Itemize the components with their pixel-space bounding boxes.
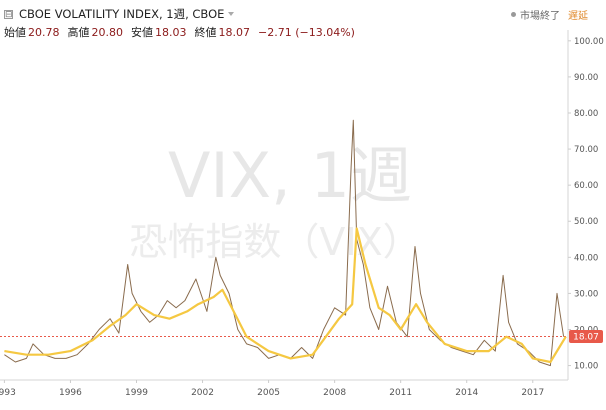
y-tick-label: 30.00 (574, 289, 598, 299)
last-value-badge: 18.07 (569, 329, 603, 343)
x-tick-label: 2005 (257, 388, 280, 398)
y-tick-label: 50.00 (574, 217, 598, 227)
x-tick-label: 2011 (389, 388, 412, 398)
x-tick-label: 2017 (521, 388, 544, 398)
watermark-symbol: VIX, 1週 (168, 139, 412, 212)
legend-title-row: ⊟ CBOE VOLATILITY INDEX, 1週, CBOE (4, 6, 235, 22)
x-tick-label: 1996 (59, 388, 82, 398)
x-tick-label: 2002 (191, 388, 214, 398)
series-line-0 (4, 119, 565, 367)
y-tick-label: 100.00 (574, 37, 604, 47)
x-axis: 1993 1996 1999 2002 2005 2008 2011 2014 2017 (0, 380, 544, 398)
y-tick-label: 40.00 (574, 253, 598, 263)
y-axis: 10.0020.0030.0040.0050.0060.0070.0080.00… (568, 37, 604, 372)
x-tick-label: 2014 (455, 388, 478, 398)
y-tick-label: 60.00 (574, 181, 598, 191)
low-value: 18.03 (155, 25, 187, 39)
y-tick-label: 90.00 (574, 73, 598, 83)
high-value: 20.80 (91, 25, 124, 39)
close-value: 18.07 (218, 25, 251, 39)
close-label: 終値 (194, 26, 217, 39)
watermark-name: 恐怖指数（VIX） (129, 220, 420, 264)
market-status-text: 市場終了 (520, 11, 560, 22)
watermark: VIX, 1週 恐怖指数（VIX） (129, 139, 420, 264)
high-label: 高値 (67, 26, 90, 39)
last-value-badge-bg (569, 329, 603, 343)
symbol-legend: ⊟ CBOE VOLATILITY INDEX, 1週, CBOE 始値 20.… (0, 0, 560, 40)
y-tick-label: 80.00 (574, 109, 598, 119)
collapse-legend-icon[interactable]: ⊟ (4, 9, 13, 20)
x-tick-label: 1999 (125, 388, 148, 398)
open-value: 20.78 (28, 25, 60, 39)
x-tick-label: 2008 (323, 388, 346, 398)
open-label: 始値 (4, 26, 26, 39)
market-status: 市場終了 遅延 (511, 7, 588, 22)
change-value: −2.71 (−13.04%) (258, 25, 355, 39)
low-label: 安値 (131, 26, 153, 39)
y-tick-label: 70.00 (574, 145, 598, 155)
series-line-1 (4, 227, 567, 364)
ohlc-row: 始値 20.78 高値 20.80 安値 18.03 終値 18.07 −2.7… (4, 24, 363, 40)
y-tick-label: 10.00 (574, 362, 598, 372)
symbol-title[interactable]: CBOE VOLATILITY INDEX, 1週, CBOE (19, 7, 225, 21)
delayed-badge[interactable]: 遅延 (568, 11, 588, 22)
last-value-label: 18.07 (573, 332, 599, 342)
plot-area (4, 119, 567, 367)
x-tick-label: 1993 (0, 388, 16, 398)
chevron-down-icon[interactable] (228, 12, 235, 16)
status-dot-icon (511, 12, 516, 17)
